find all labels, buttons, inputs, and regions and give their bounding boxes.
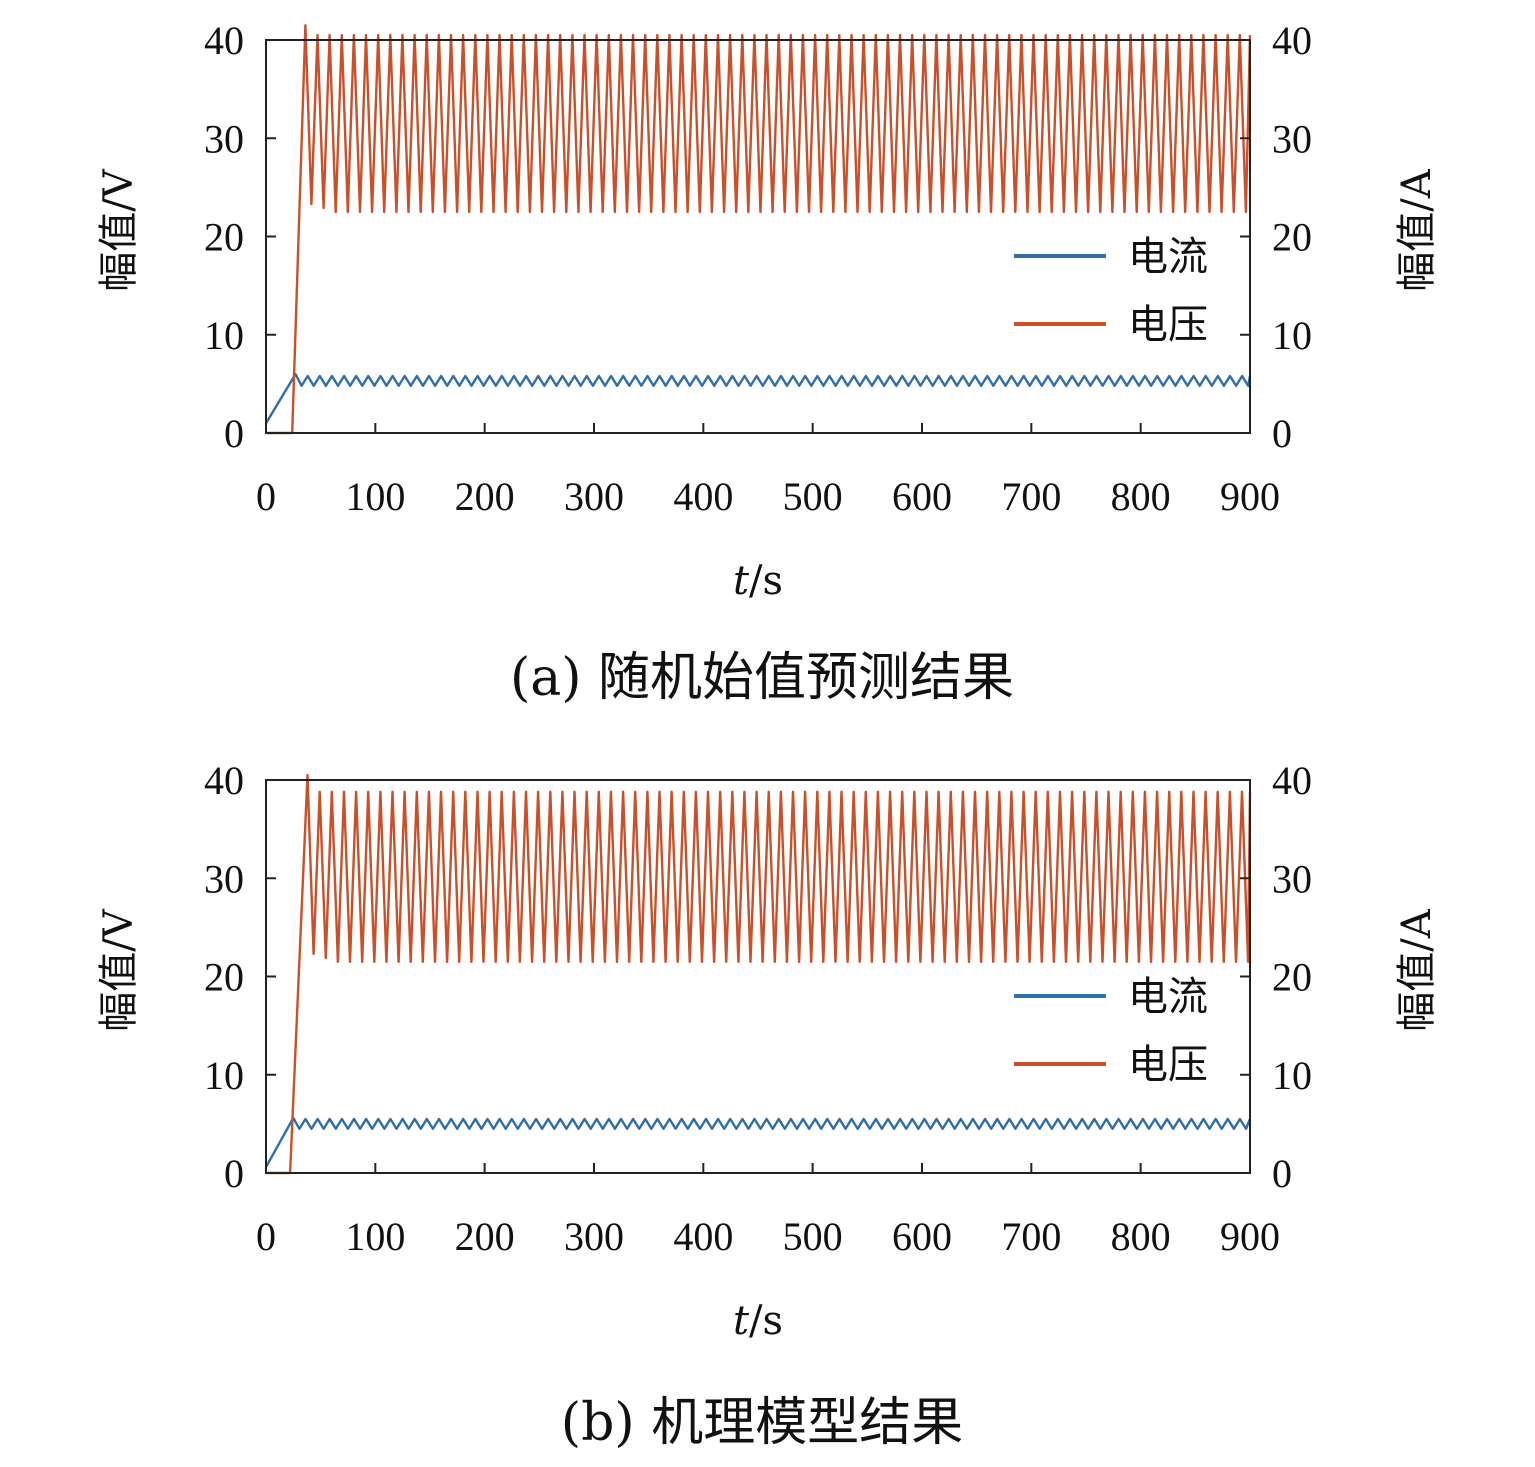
y-right-tick-label: 0 bbox=[1272, 411, 1292, 456]
x-tick-labels: 0 100 200 300 400 500 600 700 800 900 bbox=[256, 474, 1280, 519]
panel-caption: (b) 机理模型结果 bbox=[561, 1393, 963, 1453]
y-left-tick-label: 10 bbox=[204, 313, 244, 358]
y-right-tick-label: 40 bbox=[1272, 758, 1312, 803]
y-left-tick-label: 0 bbox=[224, 411, 244, 456]
y-axis-right-title: 幅值/A bbox=[1394, 908, 1440, 1031]
x-tick-label: 800 bbox=[1111, 1214, 1171, 1259]
plot-frame bbox=[265, 39, 1251, 434]
series-lines bbox=[264, 773, 1252, 1175]
y-left-tick-label: 20 bbox=[204, 955, 244, 1000]
x-tick-label: 100 bbox=[345, 474, 405, 519]
x-tick-label: 800 bbox=[1111, 474, 1171, 519]
y-axis-right-title: 幅值/A bbox=[1394, 168, 1440, 291]
x-tick-label: 400 bbox=[673, 1214, 733, 1259]
x-axis-unit: /s bbox=[749, 558, 783, 604]
y-left-tick-labels: 0 10 20 30 40 bbox=[204, 18, 244, 456]
x-tick-label: 900 bbox=[1220, 474, 1280, 519]
y-left-tick-label: 40 bbox=[204, 18, 244, 63]
x-tick-label: 300 bbox=[564, 1214, 624, 1259]
y-right-tick-label: 20 bbox=[1272, 955, 1312, 1000]
x-tick-label: 200 bbox=[455, 1214, 515, 1259]
x-axis-unit: /s bbox=[749, 1298, 783, 1344]
y-right-tick-label: 0 bbox=[1272, 1151, 1292, 1196]
x-tick-label: 200 bbox=[455, 474, 515, 519]
series-lines bbox=[264, 24, 1252, 435]
y-left-tick-label: 0 bbox=[224, 1151, 244, 1196]
series-voltage-line bbox=[266, 24, 1252, 435]
legend-label-voltage: 电压 bbox=[1128, 1042, 1208, 1088]
x-tick-label: 400 bbox=[673, 474, 733, 519]
axis-ticks bbox=[265, 39, 1251, 434]
legend: 电流 电压 bbox=[1014, 234, 1208, 348]
legend: 电流 电压 bbox=[1014, 974, 1208, 1088]
y-right-tick-label: 10 bbox=[1272, 313, 1312, 358]
y-right-tick-label: 10 bbox=[1272, 1053, 1312, 1098]
legend-label-current: 电流 bbox=[1128, 234, 1208, 280]
x-tick-label: 700 bbox=[1001, 474, 1061, 519]
series-voltage-line bbox=[266, 773, 1252, 1175]
x-tick-label: 0 bbox=[256, 1214, 276, 1259]
x-axis-variable: t bbox=[733, 1298, 750, 1344]
x-tick-label: 0 bbox=[256, 474, 276, 519]
y-left-tick-label: 10 bbox=[204, 1053, 244, 1098]
axis-ticks bbox=[265, 779, 1251, 1174]
x-axis-title: t/s bbox=[733, 1298, 783, 1344]
x-tick-label: 500 bbox=[783, 1214, 843, 1259]
x-tick-label: 300 bbox=[564, 474, 624, 519]
x-tick-label: 100 bbox=[345, 1214, 405, 1259]
legend-label-current: 电流 bbox=[1128, 974, 1208, 1020]
series-current-line bbox=[264, 1116, 1252, 1168]
y-axis-left-title: 幅值/V bbox=[96, 908, 142, 1031]
x-tick-label: 600 bbox=[892, 474, 952, 519]
y-right-tick-label: 40 bbox=[1272, 18, 1312, 63]
x-axis-title: t/s bbox=[733, 558, 783, 604]
x-tick-label: 900 bbox=[1220, 1214, 1280, 1259]
legend-label-voltage: 电压 bbox=[1128, 302, 1208, 348]
y-right-tick-label: 30 bbox=[1272, 116, 1312, 161]
x-tick-label: 600 bbox=[892, 1214, 952, 1259]
y-left-tick-labels: 0 10 20 30 40 bbox=[204, 758, 244, 1196]
series-current-line bbox=[264, 372, 1252, 424]
x-tick-label: 500 bbox=[783, 474, 843, 519]
x-axis-variable: t bbox=[733, 558, 750, 604]
y-right-tick-label: 20 bbox=[1272, 215, 1312, 260]
y-right-tick-labels: 0 10 20 30 40 bbox=[1272, 758, 1312, 1196]
y-left-tick-label: 30 bbox=[204, 116, 244, 161]
panel-caption: (a) 随机始值预测结果 bbox=[510, 648, 1014, 708]
y-right-tick-labels: 0 10 20 30 40 bbox=[1272, 18, 1312, 456]
y-left-tick-label: 30 bbox=[204, 856, 244, 901]
x-tick-labels: 0 100 200 300 400 500 600 700 800 900 bbox=[256, 1214, 1280, 1259]
y-axis-left-title: 幅值/V bbox=[96, 168, 142, 291]
x-tick-label: 700 bbox=[1001, 1214, 1061, 1259]
y-right-tick-label: 30 bbox=[1272, 856, 1312, 901]
y-left-tick-label: 40 bbox=[204, 758, 244, 803]
y-left-tick-label: 20 bbox=[204, 215, 244, 260]
